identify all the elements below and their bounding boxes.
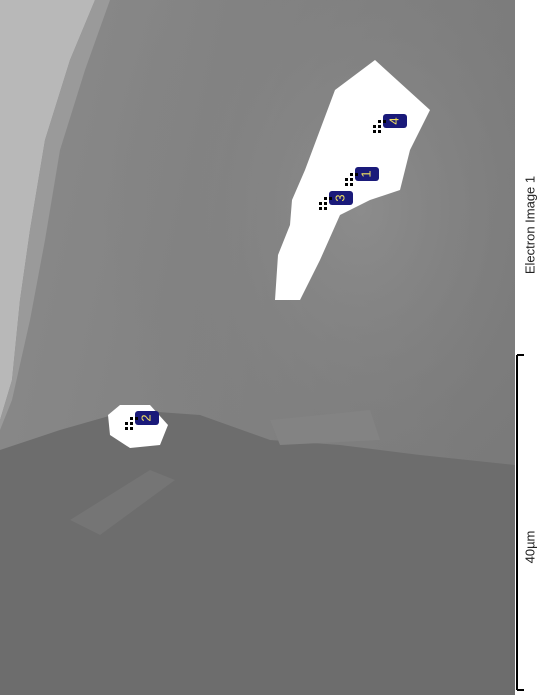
point-dot (319, 207, 322, 210)
point-dot (355, 173, 358, 176)
point-label: 2 (138, 414, 153, 421)
point-dot (350, 173, 353, 176)
point-dot (383, 120, 386, 123)
point-label: 1 (358, 170, 373, 177)
page: 1 2 3 4 Electron Image 1 40µm (0, 0, 540, 695)
point-dot (378, 130, 381, 133)
point-dot (324, 202, 327, 205)
point-dot (324, 197, 327, 200)
point-dot (329, 197, 332, 200)
point-dot (130, 422, 133, 425)
point-dot (125, 422, 128, 425)
point-dot (135, 417, 138, 420)
point-label: 4 (386, 117, 401, 124)
point-dot (378, 120, 381, 123)
point-dot (373, 130, 376, 133)
point-dot (345, 178, 348, 181)
scale-label: 40µm (522, 531, 537, 564)
image-caption: Electron Image 1 (522, 176, 537, 274)
point-dot (373, 125, 376, 128)
point-dot (319, 202, 322, 205)
point-dot (125, 427, 128, 430)
point-dot (324, 207, 327, 210)
point-dot (130, 417, 133, 420)
point-dot (350, 178, 353, 181)
point-dot (350, 183, 353, 186)
point-dot (345, 183, 348, 186)
point-label: 3 (332, 194, 347, 201)
point-dot (378, 125, 381, 128)
point-dot (130, 427, 133, 430)
micrograph (0, 0, 515, 695)
